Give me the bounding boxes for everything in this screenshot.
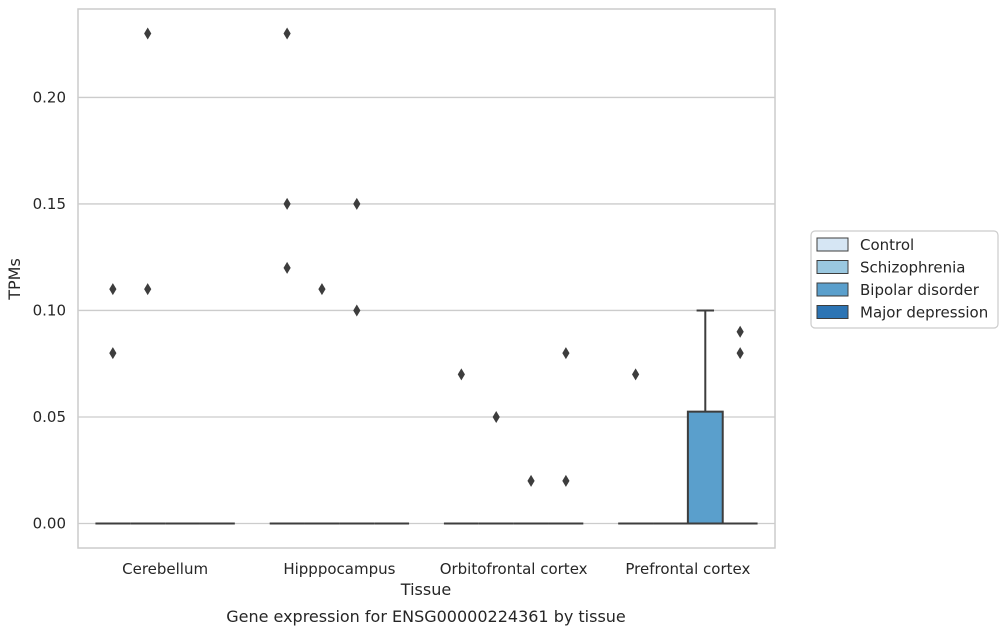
box-group xyxy=(339,197,375,525)
box-group xyxy=(686,309,724,525)
y-tick-label: 0.20 xyxy=(33,88,66,106)
box-group xyxy=(130,27,166,525)
y-axis-label: TPMs xyxy=(5,258,24,301)
box-group xyxy=(478,410,514,525)
outlier-point xyxy=(736,347,744,360)
legend-frame xyxy=(810,230,999,329)
y-tick-labels: 0.00 0.05 0.10 0.15 0.20 xyxy=(33,88,66,532)
legend-label: Bipolar disorder xyxy=(860,281,980,299)
outlier-point xyxy=(283,197,291,210)
chart-caption: Gene expression for ENSG00000224361 by t… xyxy=(226,607,626,626)
box-group xyxy=(722,325,758,525)
legend-label: Major depression xyxy=(860,304,988,322)
box-group xyxy=(548,347,584,525)
outlier-point xyxy=(457,368,465,381)
outlier-point xyxy=(109,283,117,296)
box-rect xyxy=(686,410,724,525)
box-group xyxy=(269,27,305,525)
legend-label: Schizophrenia xyxy=(860,259,965,277)
x-tick-label: Orbitofrontal cortex xyxy=(440,560,588,578)
y-tick-label: 0.05 xyxy=(33,408,66,426)
box-plot-marks xyxy=(95,27,758,525)
box-group xyxy=(95,283,131,525)
outlier-point xyxy=(318,283,326,296)
outlier-point xyxy=(353,304,361,317)
outlier-point xyxy=(283,261,291,274)
outlier-point xyxy=(283,27,291,40)
legend-swatch xyxy=(816,305,849,319)
box-group xyxy=(618,368,654,525)
legend-swatch xyxy=(816,260,849,274)
grid-lines xyxy=(78,96,775,525)
legend-swatch xyxy=(816,282,849,297)
legend-label: Control xyxy=(860,236,914,254)
x-tick-label: Prefrontal cortex xyxy=(625,560,750,578)
outlier-point xyxy=(562,347,570,360)
outlier-point xyxy=(632,368,640,381)
box-group xyxy=(304,283,340,525)
y-tick-label: 0.15 xyxy=(33,195,66,213)
y-tick-label: 0.00 xyxy=(33,515,66,533)
outlier-point xyxy=(527,474,535,487)
outlier-point xyxy=(109,347,117,360)
legend: Control Schizophrenia Bipolar disorder Majo… xyxy=(810,230,999,329)
y-tick-label: 0.10 xyxy=(33,301,66,319)
x-tick-label: Cerebellum xyxy=(122,560,208,578)
outlier-point xyxy=(562,474,570,487)
outlier-point xyxy=(736,325,744,338)
outlier-point xyxy=(492,410,500,423)
outlier-point xyxy=(144,27,152,40)
outlier-point xyxy=(353,197,361,210)
outlier-point xyxy=(144,283,152,296)
box-group xyxy=(513,474,549,525)
x-tick-label: Hipppocampus xyxy=(283,560,395,578)
box-group xyxy=(443,368,479,525)
legend-swatch xyxy=(816,237,849,252)
x-axis-label: Tissue xyxy=(400,580,451,599)
x-tick-labels: Cerebellum Hipppocampus Orbitofrontal cort… xyxy=(122,560,750,578)
plot-frame xyxy=(77,8,776,549)
